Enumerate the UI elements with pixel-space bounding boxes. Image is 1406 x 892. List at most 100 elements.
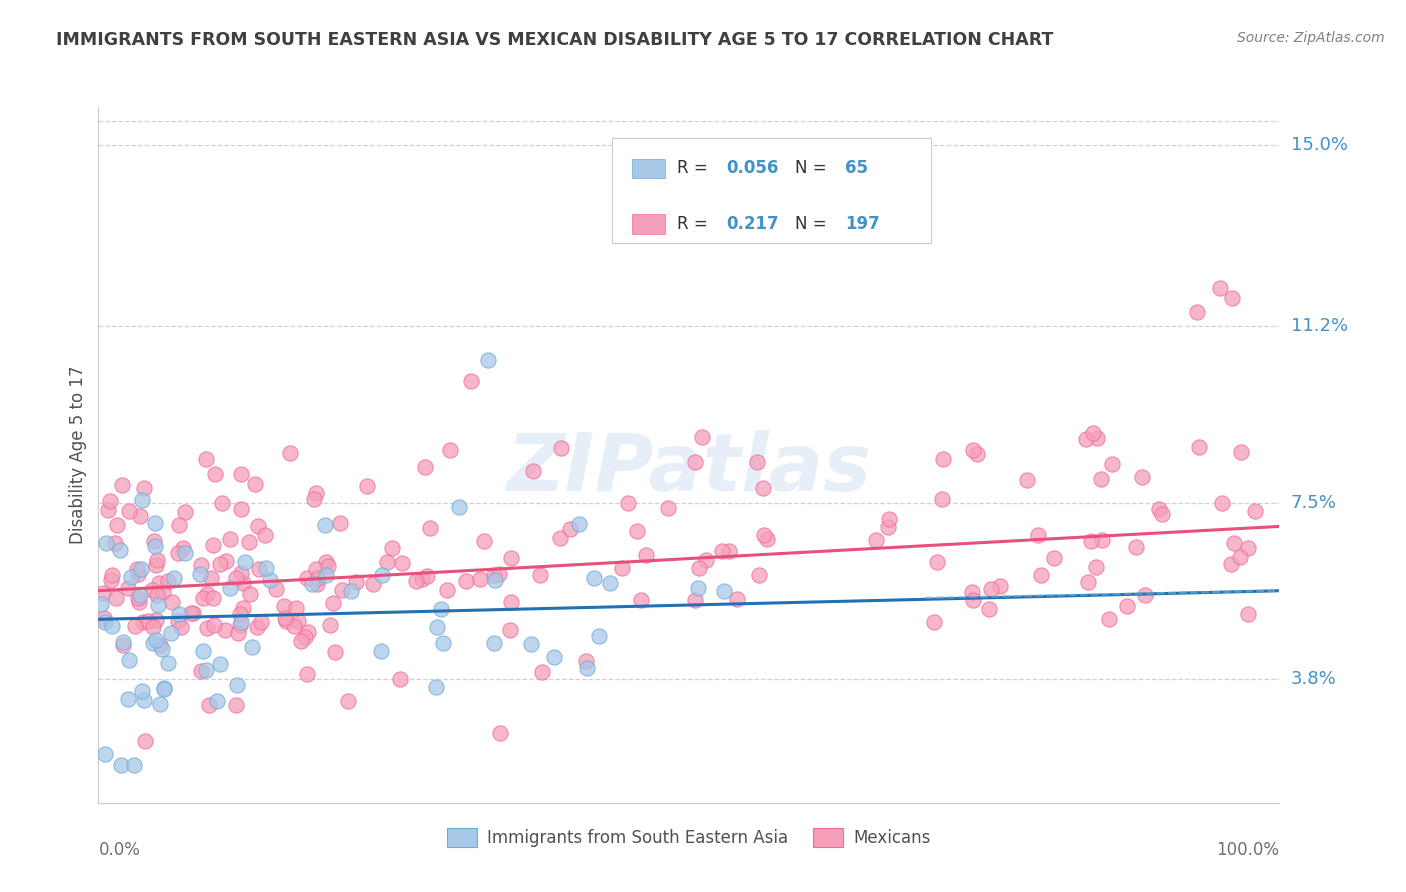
Text: ZIPatlas: ZIPatlas [506, 430, 872, 508]
Point [170, 620, 193, 634]
Point [439, 442, 461, 457]
Point [599, 576, 621, 591]
Point [319, 617, 342, 632]
Point [273, 611, 295, 625]
Point [254, 561, 277, 575]
Point [132, 615, 155, 629]
Point [108, 542, 131, 557]
Point [93, 611, 115, 625]
Point [575, 654, 598, 668]
Point [683, 592, 706, 607]
Point [316, 558, 339, 573]
Point [134, 734, 156, 748]
Point [932, 451, 955, 466]
Point [610, 561, 633, 575]
Point [247, 562, 270, 576]
Point [104, 536, 127, 550]
Point [1187, 441, 1209, 455]
Text: N =: N = [796, 160, 832, 178]
Point [201, 591, 224, 605]
Point [484, 567, 506, 582]
Point [190, 664, 212, 678]
Point [718, 544, 741, 558]
Text: R =: R = [678, 215, 713, 233]
Point [225, 571, 247, 585]
Point [243, 476, 266, 491]
Point [195, 586, 218, 600]
Point [370, 643, 392, 657]
Point [558, 522, 581, 536]
Point [146, 599, 169, 613]
Text: R =: R = [678, 160, 713, 178]
Point [488, 566, 510, 581]
Point [128, 509, 150, 524]
Point [1081, 426, 1104, 441]
Point [305, 486, 328, 500]
Point [295, 667, 318, 681]
Point [104, 591, 127, 605]
Point [131, 492, 153, 507]
Point [111, 478, 134, 492]
Point [218, 581, 240, 595]
Point [301, 577, 323, 591]
Point [1090, 472, 1112, 486]
Point [1101, 457, 1123, 471]
FancyBboxPatch shape [612, 138, 931, 243]
Point [962, 443, 984, 458]
Point [124, 619, 146, 633]
Point [233, 555, 256, 569]
Point [683, 455, 706, 469]
Text: 11.2%: 11.2% [1291, 318, 1348, 335]
Point [110, 757, 132, 772]
Point [1085, 430, 1108, 444]
Point [1080, 534, 1102, 549]
Point [160, 626, 183, 640]
Point [120, 569, 142, 583]
FancyBboxPatch shape [633, 214, 665, 234]
Point [238, 534, 260, 549]
Point [183, 607, 205, 621]
Point [1125, 540, 1147, 554]
Point [100, 568, 122, 582]
Point [1116, 599, 1139, 613]
Point [415, 459, 437, 474]
Point [278, 446, 301, 460]
Point [330, 582, 353, 597]
Point [174, 546, 197, 560]
Point [690, 430, 713, 444]
Point [250, 615, 273, 629]
Point [97, 503, 120, 517]
Point [112, 635, 135, 649]
Point [229, 618, 252, 632]
Point [305, 577, 328, 591]
Point [283, 619, 305, 633]
Point [550, 531, 572, 545]
Point [419, 521, 441, 535]
Point [131, 684, 153, 698]
Point [657, 501, 679, 516]
Point [499, 551, 522, 566]
Point [1015, 473, 1038, 487]
Point [146, 552, 169, 566]
Point [710, 544, 733, 558]
Point [208, 657, 231, 671]
Point [131, 562, 153, 576]
Point [145, 540, 167, 554]
Legend: Immigrants from South Eastern Asia, Mexicans: Immigrants from South Eastern Asia, Mexi… [440, 821, 938, 854]
Point [152, 584, 174, 599]
Text: 15.0%: 15.0% [1291, 136, 1347, 154]
Point [111, 638, 134, 652]
Point [322, 597, 344, 611]
Point [127, 561, 149, 575]
Point [1077, 574, 1099, 589]
Point [426, 620, 449, 634]
Point [405, 574, 427, 588]
Point [202, 617, 225, 632]
Point [276, 614, 298, 628]
Point [247, 518, 270, 533]
Point [232, 601, 254, 615]
Text: N =: N = [796, 215, 832, 233]
Point [127, 591, 149, 605]
Point [225, 698, 247, 713]
Point [756, 532, 779, 546]
